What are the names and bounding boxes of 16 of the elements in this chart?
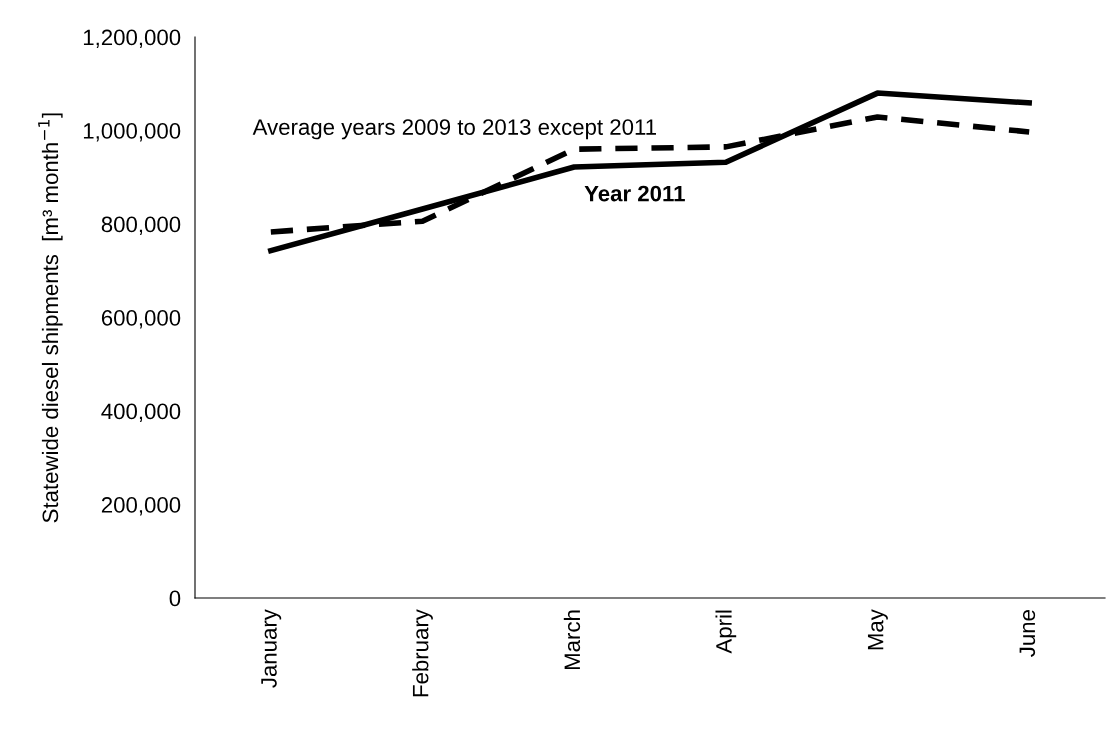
y-tick-label: 800,000 [101, 216, 181, 235]
y-axis-title: Statewide diesel shipments [m³ month$^{−1}$] [38, 113, 63, 523]
y-tick-label: 400,000 [101, 403, 181, 422]
y-tick-label: 0 [169, 590, 181, 607]
x-tick-label: May [867, 609, 888, 650]
y-tick-label: 1,200,000 [83, 29, 181, 48]
x-tick-label: February [412, 609, 433, 697]
y-tick-label: 200,000 [101, 497, 181, 516]
x-tick-label: March [563, 610, 581, 670]
x-tick-label: April [715, 610, 737, 654]
x-tick-label: January [261, 609, 282, 688]
y-tick-label: 1,000,000 [83, 123, 181, 142]
series-label: Average years 2009 to 2013 except 2011 [252, 119, 656, 140]
y-tick-label: 600,000 [101, 310, 181, 329]
series-label: Year 2011 [584, 185, 685, 202]
x-tick-label: June [1019, 610, 1036, 657]
